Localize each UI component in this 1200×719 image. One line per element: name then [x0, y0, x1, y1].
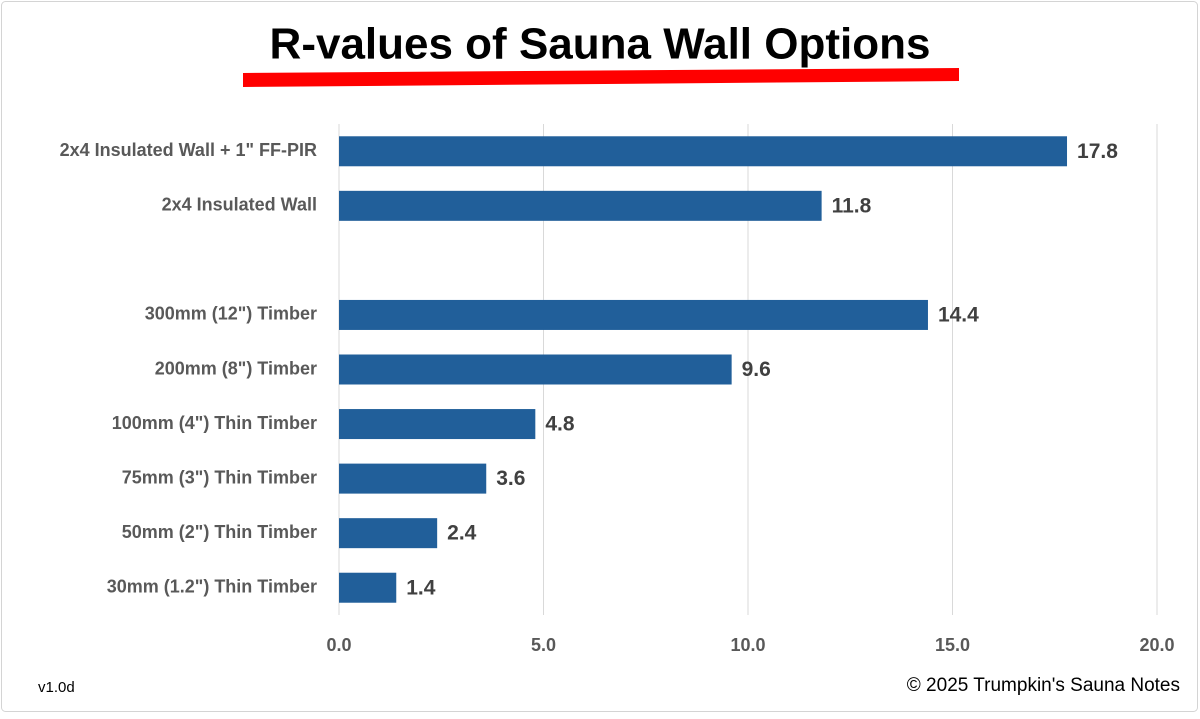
data-label: 14.4	[938, 303, 979, 326]
y-tick-label: 200mm (8") Timber	[155, 358, 317, 378]
bar	[339, 409, 536, 440]
y-tick-label: 30mm (1.2") Thin Timber	[107, 576, 317, 596]
y-tick-label: 100mm (4") Thin Timber	[112, 413, 317, 433]
bar	[339, 572, 397, 603]
data-label: 9.6	[742, 358, 771, 381]
bar	[339, 518, 438, 549]
y-tick-label: 2x4 Insulated Wall + 1" FF-PIR	[60, 140, 317, 160]
x-tick-label: 5.0	[531, 635, 556, 655]
bar	[339, 299, 928, 330]
y-tick-label: 75mm (3") Thin Timber	[122, 467, 317, 487]
data-label: 4.8	[545, 413, 575, 436]
data-label: 3.6	[496, 467, 525, 490]
x-tick-label: 10.0	[730, 635, 765, 655]
y-tick-label: 2x4 Insulated Wall	[162, 195, 317, 215]
x-tick-label: 15.0	[935, 635, 970, 655]
version: v1.0d	[38, 679, 75, 696]
data-label: 11.8	[832, 194, 872, 217]
x-tick-label: 0.0	[326, 635, 351, 655]
x-tick-label: 20.0	[1139, 635, 1174, 655]
bar	[339, 463, 487, 494]
title-underline	[243, 68, 959, 87]
bar	[339, 354, 732, 385]
data-label: 17.8	[1077, 140, 1118, 163]
bar	[339, 190, 822, 221]
copyright: © 2025 Trumpkin's Sauna Notes	[907, 675, 1180, 696]
y-tick-label: 300mm (12") Timber	[145, 304, 317, 324]
chart-title: R-values of Sauna Wall Options	[270, 20, 931, 69]
bar	[339, 136, 1068, 167]
data-label: 2.4	[447, 522, 477, 545]
data-label: 1.4	[406, 576, 436, 599]
plot-area: 0.0 5.0 10.0 15.0 20.0 2x4 Insulated Wall + 1…	[60, 124, 1175, 655]
y-tick-label: 50mm (2") Thin Timber	[122, 522, 317, 542]
